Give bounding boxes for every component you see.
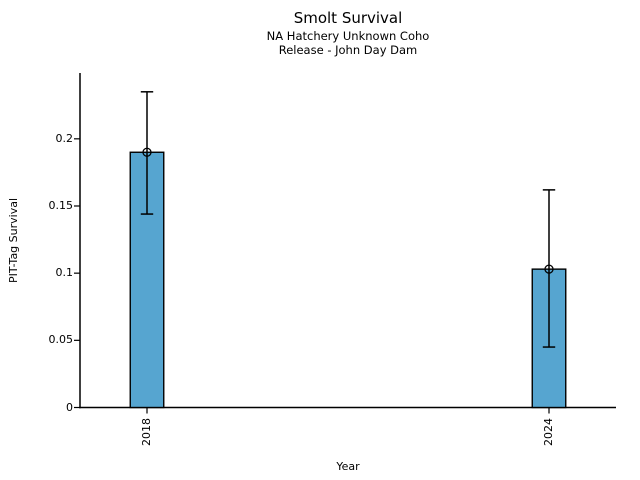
y-tick-label: 0 [66, 400, 73, 414]
y-tick-label: 0.2 [55, 131, 74, 145]
chart-subtitle-line2: Release - John Day Dam [278, 43, 418, 57]
point-marker [142, 147, 152, 157]
chart-subtitle-line1: NA Hatchery Unknown Coho [266, 29, 430, 43]
chart-title: Smolt Survival [293, 9, 403, 27]
y-tick-label: 0.15 [48, 198, 74, 212]
y-tick-label: 0.1 [55, 266, 74, 280]
x-tick-label-2018: 2018 [140, 418, 153, 446]
y-tick-label: 0.05 [48, 333, 74, 347]
x-axis-label: Year [336, 460, 360, 473]
x-tick-label-2024: 2024 [542, 418, 555, 446]
point-marker [544, 264, 554, 274]
